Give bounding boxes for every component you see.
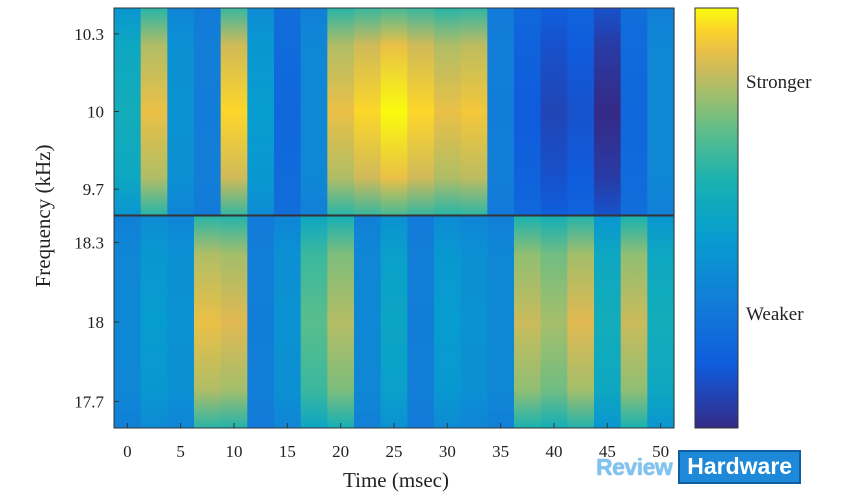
heatmap-column	[220, 216, 248, 428]
heatmap-column	[327, 8, 355, 215]
x-tick-label: 10	[226, 442, 243, 461]
heatmap-column	[620, 216, 648, 428]
heatmap-column	[540, 8, 568, 215]
x-tick-label: 20	[332, 442, 349, 461]
heatmap-column	[167, 216, 195, 428]
x-tick-label: 40	[546, 442, 563, 461]
axes-group: 0 5 10 15 20 25 30 35 40 45 50	[123, 423, 669, 461]
heatmap-column	[300, 216, 328, 428]
upper-heatmap-panel: 10.3 10 9.7	[74, 7, 675, 216]
heatmap-column	[140, 216, 168, 428]
y-tick-label: 9.7	[83, 180, 105, 199]
heatmap-column	[620, 8, 648, 215]
x-tick-label: 30	[439, 442, 456, 461]
heatmap-column	[274, 8, 302, 215]
heatmap-column	[647, 8, 675, 215]
heatmap-column	[274, 216, 302, 428]
heatmap-column	[647, 216, 675, 428]
heatmap-column	[300, 8, 328, 215]
heatmap-column	[194, 8, 222, 215]
y-axis-label: Frequency (kHz)	[31, 145, 55, 288]
x-tick-label: 25	[386, 442, 403, 461]
lower-heatmap-panel: 18.3 18 17.7	[74, 215, 675, 429]
heatmap-column	[327, 216, 355, 428]
heatmap-column	[594, 8, 622, 215]
x-tick-label: 35	[492, 442, 509, 461]
heatmap-column	[567, 216, 595, 428]
colorbar-label-stronger: Stronger	[746, 72, 812, 93]
colorbar-gradient	[694, 7, 739, 429]
heatmap-column	[460, 8, 488, 215]
heatmap-column	[194, 216, 222, 428]
heatmap-column	[407, 8, 435, 215]
x-tick-label: 45	[599, 442, 616, 461]
heatmap-column	[167, 8, 195, 215]
heatmap-column	[434, 216, 462, 428]
heatmap-column	[514, 216, 542, 428]
heatmap-column	[380, 8, 408, 215]
heatmap-column	[487, 8, 515, 215]
heatmap-column	[407, 216, 435, 428]
x-axis-label: Time (msec)	[343, 468, 449, 492]
heatmap-column	[140, 8, 168, 215]
y-tick-label: 17.7	[74, 393, 104, 412]
watermark-logo: Review Hardware	[596, 450, 802, 484]
heatmap-column	[247, 216, 275, 428]
watermark-review-text: Review	[596, 453, 673, 480]
y-tick-label: 10.3	[74, 25, 104, 44]
heatmap-column	[514, 8, 542, 215]
heatmap-column	[487, 216, 515, 428]
heatmap-column	[380, 216, 408, 428]
colorbar	[694, 7, 739, 429]
heatmap-column	[567, 8, 595, 215]
colorbar-label-weaker: Weaker	[746, 304, 804, 325]
x-tick-label: 0	[123, 442, 132, 461]
x-tick-label: 15	[279, 442, 296, 461]
heatmap-column	[540, 216, 568, 428]
y-tick-label: 10	[87, 103, 104, 122]
heatmap-column	[594, 216, 622, 428]
y-tick-label: 18.3	[74, 234, 104, 253]
heatmap-column	[247, 8, 275, 215]
watermark-hardware-text: Hardware	[678, 450, 802, 484]
x-tick-label: 50	[652, 442, 669, 461]
heatmap-column	[354, 8, 382, 215]
heatmap-column	[460, 216, 488, 428]
heatmap-column	[354, 216, 382, 428]
x-tick-label: 5	[176, 442, 185, 461]
heatmap-column	[220, 8, 248, 215]
y-tick-label: 18	[87, 313, 104, 332]
heatmap-column	[434, 8, 462, 215]
